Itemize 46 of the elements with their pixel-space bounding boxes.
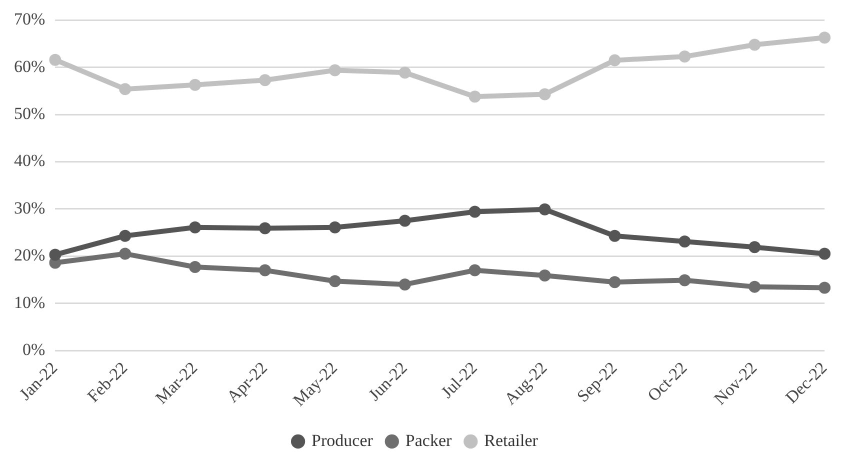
point: [608, 54, 621, 66]
point: [119, 83, 132, 96]
point: [748, 280, 761, 293]
point: [189, 78, 202, 91]
y-tick-label: 20%: [14, 246, 46, 265]
point: [328, 221, 341, 234]
point: [538, 88, 551, 100]
y-tick-label: 0%: [22, 340, 46, 359]
point: [678, 50, 691, 63]
point: [818, 32, 831, 44]
legend-label: Retailer: [484, 430, 538, 450]
point: [468, 264, 481, 276]
point: [49, 54, 62, 66]
point: [398, 66, 411, 79]
point: [678, 274, 691, 286]
y-tick-label: 70%: [14, 10, 46, 29]
y-tick-label: 40%: [14, 151, 46, 170]
legend-label: Packer: [405, 430, 452, 450]
point: [328, 64, 341, 76]
legend-label: Producer: [312, 430, 374, 450]
point: [608, 276, 621, 288]
point: [259, 74, 271, 86]
point: [538, 203, 551, 216]
point: [468, 90, 481, 103]
point: [748, 241, 761, 254]
point: [259, 222, 271, 234]
point: [49, 248, 62, 261]
y-tick-label: 60%: [14, 56, 46, 76]
point: [119, 248, 132, 260]
point: [189, 260, 202, 273]
point: [328, 275, 341, 288]
point: [608, 230, 621, 242]
point: [119, 230, 132, 242]
y-tick-label: 30%: [14, 198, 46, 218]
point: [748, 38, 761, 51]
point: [818, 282, 831, 294]
point: [398, 214, 411, 227]
point: [398, 278, 411, 290]
point: [259, 264, 271, 276]
point: [538, 269, 551, 282]
y-tick-label: 10%: [14, 292, 46, 312]
point: [189, 221, 202, 234]
point: [678, 236, 691, 248]
point: [818, 248, 831, 260]
point: [468, 206, 481, 218]
y-tick-label: 50%: [14, 104, 46, 124]
